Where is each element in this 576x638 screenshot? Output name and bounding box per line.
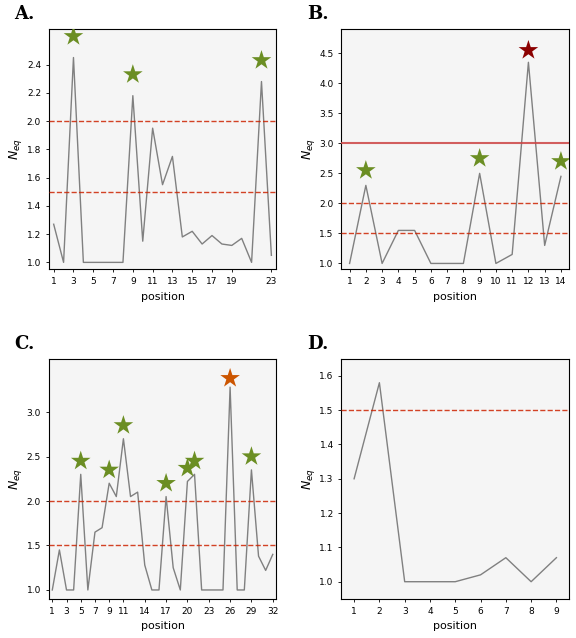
X-axis label: position: position <box>433 621 478 631</box>
Text: B.: B. <box>308 5 329 23</box>
X-axis label: position: position <box>433 292 478 302</box>
Point <box>257 56 266 66</box>
Point <box>105 464 114 475</box>
Y-axis label: $N_{eq}$: $N_{eq}$ <box>300 468 317 490</box>
Text: A.: A. <box>14 5 35 23</box>
Point <box>128 70 138 80</box>
Y-axis label: $N_{eq}$: $N_{eq}$ <box>300 138 317 160</box>
Point <box>69 31 78 41</box>
Point <box>183 463 192 473</box>
Point <box>225 373 234 383</box>
Y-axis label: $N_{eq}$: $N_{eq}$ <box>7 138 24 160</box>
Text: C.: C. <box>14 335 35 353</box>
Point <box>475 153 484 163</box>
X-axis label: position: position <box>141 292 184 302</box>
Text: D.: D. <box>308 335 329 353</box>
Point <box>119 420 128 431</box>
Point <box>190 456 199 466</box>
Point <box>556 156 566 167</box>
Point <box>247 452 256 462</box>
Y-axis label: $N_{eq}$: $N_{eq}$ <box>7 468 24 490</box>
X-axis label: position: position <box>141 621 184 631</box>
Point <box>76 456 85 466</box>
Point <box>361 165 370 175</box>
Point <box>161 478 170 488</box>
Point <box>524 45 533 56</box>
